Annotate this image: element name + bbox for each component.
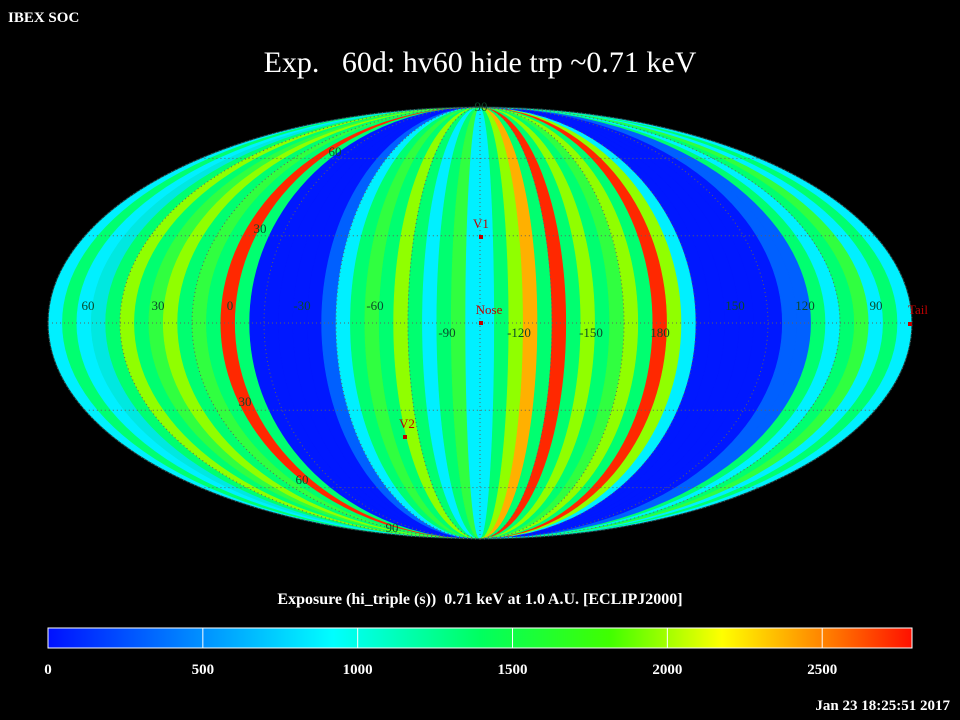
colorbar bbox=[47, 627, 913, 649]
latitude-label: 30 bbox=[254, 221, 267, 236]
latitude-label: 60 bbox=[329, 144, 342, 159]
latitude-label: 30 bbox=[239, 394, 252, 409]
colorbar-tick-label: 1000 bbox=[343, 662, 373, 678]
longitude-label: -150 bbox=[579, 325, 603, 340]
marker bbox=[479, 235, 483, 239]
colorbar-tick-label: 0 bbox=[44, 662, 52, 678]
colorbar-tick-label: 2500 bbox=[807, 662, 837, 678]
longitude-label: -90 bbox=[438, 325, 455, 340]
latitude-label: 90 bbox=[475, 99, 488, 114]
meridian bbox=[479, 106, 913, 540]
meridian bbox=[335, 106, 481, 540]
longitude-label: 150 bbox=[725, 298, 745, 313]
marker-label: V2 bbox=[399, 416, 415, 431]
timestamp: Jan 23 18:25:51 2017 bbox=[815, 698, 950, 714]
graticule-labels: 60 30 0 -30 -60 -90 -120 -150 180 150 120 90 90 60 30 3… bbox=[82, 99, 929, 535]
longitude-label: -60 bbox=[366, 298, 383, 313]
marker bbox=[479, 321, 483, 325]
marker-label: Nose bbox=[476, 302, 503, 317]
longitude-label: 60 bbox=[82, 298, 95, 313]
colorbar-tick-label: 1500 bbox=[498, 662, 528, 678]
colorbar-tick-label: 2000 bbox=[652, 662, 682, 678]
longitude-label: 30 bbox=[152, 298, 165, 313]
graticule bbox=[47, 106, 913, 540]
app-title: IBEX SOC bbox=[8, 10, 79, 26]
latitude-label: 90 bbox=[386, 520, 399, 535]
map-title: Exp. 60d: hv60 hide trp ~0.71 keV bbox=[264, 46, 697, 79]
meridian bbox=[119, 106, 481, 540]
longitude-label: -30 bbox=[293, 298, 310, 313]
longitude-label: 120 bbox=[795, 298, 815, 313]
marker bbox=[908, 322, 912, 326]
longitude-label: -120 bbox=[507, 325, 531, 340]
marker-label: V1 bbox=[473, 216, 489, 231]
longitude-label: 0 bbox=[227, 298, 234, 313]
colorbar-tick-label: 500 bbox=[192, 662, 215, 678]
latitude-label: 60 bbox=[296, 472, 309, 487]
longitude-label: 90 bbox=[870, 298, 883, 313]
marker bbox=[403, 435, 407, 439]
longitude-label: 180 bbox=[650, 325, 670, 340]
colorbar-axis: 0 500 1000 1500 2000 2500 bbox=[44, 628, 837, 678]
colorbar-label: Exposure (hi_triple (s)) 0.71 keV at 1.0… bbox=[277, 591, 682, 608]
marker-label: Tail bbox=[908, 302, 928, 317]
